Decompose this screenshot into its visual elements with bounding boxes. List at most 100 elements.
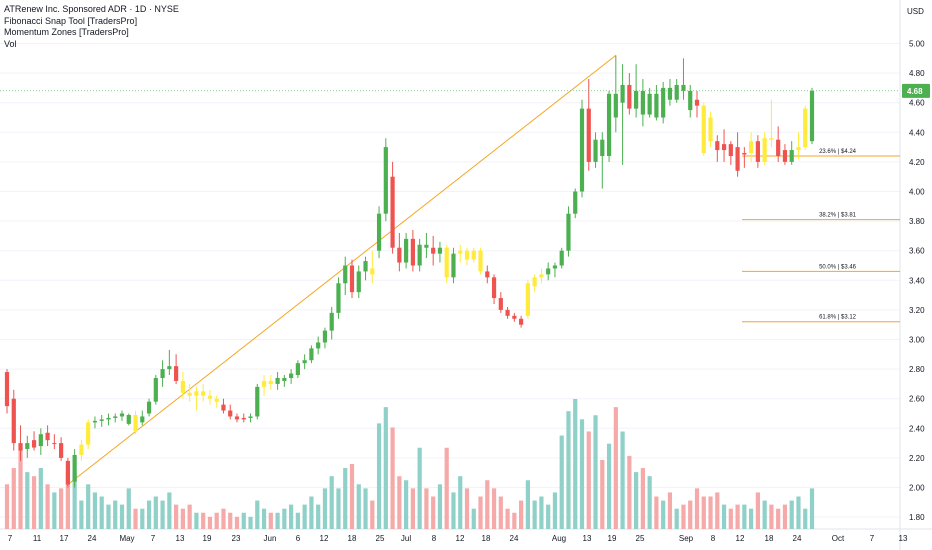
- candle-body[interactable]: [410, 238, 415, 266]
- candle-body[interactable]: [782, 150, 788, 162]
- candle-body[interactable]: [485, 271, 490, 278]
- candle-body[interactable]: [593, 139, 598, 162]
- candle-body[interactable]: [275, 377, 280, 384]
- candle-body[interactable]: [106, 417, 111, 420]
- candle-body[interactable]: [613, 93, 618, 118]
- candle-body[interactable]: [52, 443, 57, 445]
- candle-body[interactable]: [552, 265, 558, 269]
- candle-body[interactable]: [647, 93, 652, 115]
- candle-body[interactable]: [187, 392, 192, 396]
- candle-body[interactable]: [282, 377, 287, 381]
- currency-label[interactable]: USD: [907, 7, 924, 16]
- candle-body[interactable]: [559, 250, 564, 266]
- candle-body[interactable]: [397, 247, 402, 263]
- candle-body[interactable]: [688, 90, 693, 111]
- candle-body[interactable]: [119, 413, 125, 417]
- candle-body[interactable]: [505, 309, 510, 316]
- candle-body[interactable]: [762, 138, 767, 162]
- candle-body[interactable]: [735, 147, 740, 171]
- candle-body[interactable]: [295, 363, 300, 376]
- candle-body[interactable]: [376, 213, 382, 251]
- candle-body[interactable]: [207, 395, 213, 399]
- candle-body[interactable]: [519, 318, 524, 325]
- candle-body[interactable]: [79, 444, 84, 455]
- candle-body[interactable]: [194, 391, 199, 396]
- candle-body[interactable]: [674, 84, 679, 100]
- candle-body[interactable]: [59, 443, 64, 458]
- candle-body[interactable]: [72, 454, 77, 482]
- symbol-title[interactable]: ATRenew Inc. Sponsored ADR · 1D · NYSE: [4, 4, 179, 14]
- candle-body[interactable]: [749, 141, 754, 154]
- candle-body[interactable]: [627, 84, 632, 109]
- candle-body[interactable]: [803, 108, 808, 148]
- candle-body[interactable]: [573, 191, 578, 214]
- candle-body[interactable]: [65, 460, 70, 485]
- candle-body[interactable]: [167, 366, 172, 370]
- candle-body[interactable]: [796, 147, 801, 151]
- candle-body[interactable]: [234, 416, 240, 420]
- candle-body[interactable]: [532, 277, 537, 287]
- fib-trendline[interactable]: [67, 54, 617, 485]
- indicator-fibonacci[interactable]: Fibonacci Snap Tool [TradersPro]: [4, 15, 138, 26]
- candle-body[interactable]: [31, 440, 37, 448]
- candle-body[interactable]: [417, 244, 422, 266]
- candle-body[interactable]: [45, 432, 50, 441]
- candle-body[interactable]: [708, 117, 713, 142]
- candle-body[interactable]: [302, 360, 307, 364]
- candle-body[interactable]: [241, 417, 246, 420]
- candle-body[interactable]: [566, 213, 571, 251]
- candle-body[interactable]: [715, 141, 720, 151]
- candle-body[interactable]: [769, 138, 774, 140]
- candle-body[interactable]: [248, 416, 253, 418]
- candle-body[interactable]: [25, 443, 30, 450]
- candle-body[interactable]: [721, 144, 727, 151]
- candle-body[interactable]: [255, 386, 260, 417]
- candle-body[interactable]: [221, 404, 226, 411]
- candle-body[interactable]: [728, 144, 733, 156]
- candle-body[interactable]: [776, 139, 781, 156]
- candle-body[interactable]: [322, 330, 328, 343]
- candle-body[interactable]: [491, 277, 497, 299]
- candle-body[interactable]: [458, 250, 463, 254]
- candle-body[interactable]: [214, 398, 219, 402]
- candle-body[interactable]: [38, 434, 43, 447]
- candle-body[interactable]: [701, 105, 706, 154]
- candle-body[interactable]: [261, 380, 267, 387]
- candle-body[interactable]: [586, 108, 591, 162]
- candle-body[interactable]: [390, 176, 395, 248]
- candle-body[interactable]: [512, 315, 517, 319]
- candle-body[interactable]: [153, 377, 158, 402]
- candle-body[interactable]: [525, 283, 530, 316]
- candle-body[interactable]: [316, 342, 321, 349]
- candle-body[interactable]: [809, 90, 815, 142]
- candle-body[interactable]: [451, 253, 456, 278]
- candle-body[interactable]: [478, 250, 483, 272]
- candle-body[interactable]: [620, 84, 625, 103]
- candle-body[interactable]: [606, 93, 612, 156]
- candle-body[interactable]: [661, 87, 666, 118]
- candle-body[interactable]: [579, 108, 585, 192]
- candle-body[interactable]: [289, 373, 294, 378]
- candle-body[interactable]: [634, 90, 639, 109]
- candle-body[interactable]: [113, 416, 118, 418]
- candle-body[interactable]: [546, 268, 551, 275]
- candle-body[interactable]: [86, 422, 91, 445]
- candle-body[interactable]: [640, 90, 645, 115]
- candle-body[interactable]: [694, 99, 700, 106]
- candle-body[interactable]: [11, 398, 16, 444]
- candle-body[interactable]: [201, 391, 206, 396]
- candle-body[interactable]: [160, 369, 165, 378]
- candle-body[interactable]: [228, 410, 233, 417]
- candle-body[interactable]: [539, 274, 544, 278]
- candle-body[interactable]: [444, 247, 449, 278]
- candle-body[interactable]: [92, 420, 98, 423]
- candle-body[interactable]: [99, 419, 104, 421]
- candle-body[interactable]: [471, 250, 476, 260]
- candle-body[interactable]: [140, 416, 145, 423]
- candle-body[interactable]: [126, 414, 131, 424]
- last-price-badge[interactable]: [902, 83, 930, 98]
- candle-body[interactable]: [309, 348, 314, 361]
- candle-body[interactable]: [498, 298, 503, 310]
- candle-body[interactable]: [600, 139, 605, 156]
